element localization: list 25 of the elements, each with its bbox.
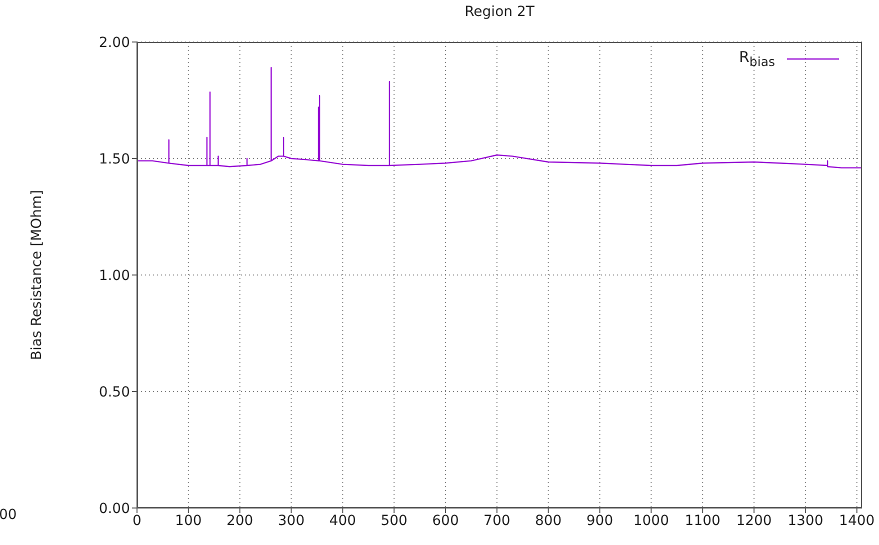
y-axis-title: Bias Resistance [MOhm] xyxy=(29,190,45,360)
x-tick-label: 1200 xyxy=(736,512,772,529)
y-tick-label: 0.00 xyxy=(98,500,130,517)
chart-title: Region 2T xyxy=(464,4,534,20)
x-tick-label: 100 xyxy=(175,512,202,529)
y-tick-label: 0.50 xyxy=(98,384,130,400)
legend-label: R$_{bias}$ xyxy=(738,48,775,69)
text: 00 xyxy=(0,507,17,523)
x-tick-label: 0 xyxy=(132,512,142,529)
x-tick-label: 400 xyxy=(329,512,356,529)
y-tick-label: 1.50 xyxy=(98,151,130,168)
y-tick-label: 2.00 xyxy=(98,34,130,51)
x-tick-label: 900 xyxy=(586,512,614,529)
x-tick-label: 600 xyxy=(432,512,459,529)
x-tick-label: 1400 xyxy=(839,512,875,529)
x-tick-label: 700 xyxy=(484,512,510,529)
x-tick-label: 200 xyxy=(226,512,254,529)
x-tick-label: 1100 xyxy=(684,512,720,529)
x-tick-label: 1300 xyxy=(788,512,824,529)
x-tick-label: 1000 xyxy=(633,512,670,529)
x-tick-label: 800 xyxy=(534,512,562,529)
y-tick-label: 1.00 xyxy=(98,268,130,284)
x-tick-label: 300 xyxy=(278,512,305,529)
line-series xyxy=(137,67,862,168)
x-tick-label: 500 xyxy=(380,512,408,529)
